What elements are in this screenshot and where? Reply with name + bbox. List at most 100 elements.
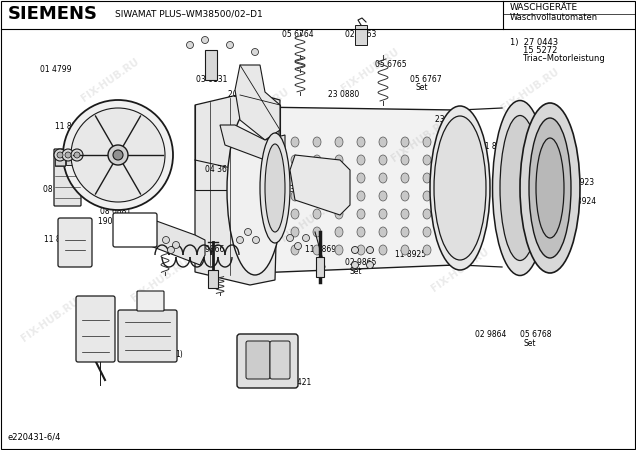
Ellipse shape: [492, 100, 548, 275]
FancyBboxPatch shape: [58, 218, 92, 267]
Polygon shape: [220, 125, 285, 160]
Circle shape: [303, 234, 310, 242]
Text: 11 8925: 11 8925: [395, 250, 426, 259]
Text: 08 6309: 08 6309: [70, 147, 102, 156]
Circle shape: [71, 149, 83, 161]
Text: SIEMENS: SIEMENS: [8, 5, 98, 23]
Ellipse shape: [401, 191, 409, 201]
Ellipse shape: [536, 138, 564, 238]
Circle shape: [57, 152, 63, 158]
Text: 11 8922: 11 8922: [480, 142, 511, 151]
Circle shape: [132, 151, 140, 159]
Ellipse shape: [291, 227, 299, 237]
Circle shape: [63, 100, 173, 210]
Ellipse shape: [401, 245, 409, 255]
Circle shape: [251, 49, 258, 55]
Ellipse shape: [379, 245, 387, 255]
Text: 1): 1): [175, 350, 183, 359]
Ellipse shape: [357, 173, 365, 183]
Text: 20 3959: 20 3959: [228, 90, 259, 99]
Ellipse shape: [423, 191, 431, 201]
Ellipse shape: [335, 209, 343, 219]
Ellipse shape: [291, 155, 299, 165]
Polygon shape: [130, 215, 205, 265]
Circle shape: [108, 145, 128, 165]
Ellipse shape: [423, 245, 431, 255]
Circle shape: [352, 261, 359, 269]
Text: FIX-HUB.RU: FIX-HUB.RU: [499, 66, 561, 114]
Text: 05 6765: 05 6765: [375, 60, 406, 69]
Text: 08 6881: 08 6881: [100, 207, 131, 216]
Bar: [208, 270, 218, 288]
Ellipse shape: [500, 116, 540, 261]
Circle shape: [294, 243, 301, 249]
Text: 1)  27 0443: 1) 27 0443: [510, 38, 558, 47]
Circle shape: [202, 36, 209, 44]
Ellipse shape: [335, 191, 343, 201]
Text: 11 8924: 11 8924: [565, 197, 596, 206]
Text: FIX-HUB.RU: FIX-HUB.RU: [19, 297, 81, 344]
Ellipse shape: [379, 173, 387, 183]
FancyBboxPatch shape: [54, 149, 81, 206]
Text: FIX-HUB.RU: FIX-HUB.RU: [229, 86, 291, 134]
Circle shape: [71, 108, 165, 202]
Text: Set: Set: [415, 83, 427, 92]
Text: 02 9864: 02 9864: [475, 330, 506, 339]
Text: 05 6764: 05 6764: [282, 30, 314, 39]
Ellipse shape: [529, 118, 571, 258]
Ellipse shape: [313, 137, 321, 147]
Text: FIX-HUB.RU: FIX-HUB.RU: [69, 156, 131, 204]
Text: FIX-HUB.RU: FIX-HUB.RU: [279, 196, 341, 243]
Text: 02 9866: 02 9866: [193, 245, 225, 254]
Text: 11 8869: 11 8869: [305, 245, 336, 254]
Ellipse shape: [379, 155, 387, 165]
Circle shape: [286, 234, 293, 242]
Bar: [66, 155, 74, 165]
Ellipse shape: [335, 245, 343, 255]
Bar: [355, 25, 367, 45]
Ellipse shape: [335, 137, 343, 147]
Bar: [75, 153, 85, 167]
Text: FIX-HUB.RU: FIX-HUB.RU: [80, 56, 141, 104]
Ellipse shape: [313, 155, 321, 165]
Text: 05 6768: 05 6768: [520, 330, 551, 339]
Ellipse shape: [357, 137, 365, 147]
Ellipse shape: [401, 155, 409, 165]
Ellipse shape: [357, 245, 365, 255]
Polygon shape: [290, 155, 350, 215]
Polygon shape: [255, 107, 455, 273]
Ellipse shape: [313, 209, 321, 219]
Ellipse shape: [313, 191, 321, 201]
Ellipse shape: [335, 227, 343, 237]
Text: SIWAMAT PLUS–WM38500/02–D1: SIWAMAT PLUS–WM38500/02–D1: [115, 9, 263, 18]
Text: 11 8926: 11 8926: [44, 235, 75, 244]
Text: 06 8421: 06 8421: [280, 378, 311, 387]
Circle shape: [226, 41, 233, 49]
Bar: [205, 50, 217, 80]
Polygon shape: [235, 65, 280, 140]
Text: Triac–Motorleistung: Triac–Motorleistung: [510, 54, 605, 63]
Text: 14 0469: 14 0469: [132, 348, 163, 357]
Text: 2500 W: 2500 W: [100, 197, 129, 206]
Text: 02 9863: 02 9863: [345, 30, 377, 39]
Circle shape: [172, 242, 179, 248]
Ellipse shape: [357, 155, 365, 165]
Ellipse shape: [430, 106, 490, 270]
Ellipse shape: [401, 137, 409, 147]
Text: Set: Set: [524, 339, 537, 348]
Text: 11 8923: 11 8923: [563, 178, 594, 187]
Ellipse shape: [260, 133, 290, 243]
Ellipse shape: [357, 191, 365, 201]
FancyBboxPatch shape: [118, 310, 177, 362]
Circle shape: [96, 151, 104, 159]
Text: 1900 / 600 W: 1900 / 600 W: [98, 216, 149, 225]
Ellipse shape: [313, 173, 321, 183]
Ellipse shape: [520, 103, 580, 273]
Text: 04 3619: 04 3619: [205, 165, 237, 174]
Ellipse shape: [313, 227, 321, 237]
Text: 08 6310: 08 6310: [100, 188, 132, 197]
Ellipse shape: [335, 155, 343, 165]
FancyBboxPatch shape: [76, 296, 115, 362]
Ellipse shape: [379, 227, 387, 237]
Circle shape: [366, 247, 373, 253]
